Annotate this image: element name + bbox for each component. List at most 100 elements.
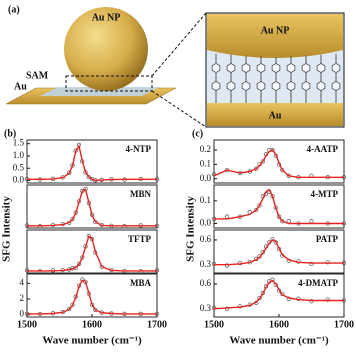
annotation: MBN [130, 189, 151, 199]
data-point [67, 306, 72, 312]
benzene-ring [301, 81, 311, 91]
x-tick-label: 1700 [147, 319, 167, 330]
benzene-ring [316, 63, 326, 73]
x-tick-label: 1500 [17, 319, 37, 330]
data-point [70, 216, 75, 222]
data-point [70, 302, 75, 308]
x-tick-label: 1500 [204, 319, 224, 330]
y-tick-label: 0.3 [200, 259, 212, 269]
data-point [224, 306, 230, 311]
fit-line [214, 239, 344, 266]
data-point [280, 291, 285, 296]
benzene-ring [316, 81, 326, 91]
au-nanoparticle [64, 7, 148, 91]
illustration: (a) Au NP Au SAM Au NP Au [5, 4, 345, 128]
data-point [257, 254, 262, 259]
plot-frame [26, 184, 158, 229]
fit-line [27, 144, 157, 182]
label: SAM [26, 70, 49, 81]
y-tick-label: 0.5 [13, 162, 25, 172]
fit-line [27, 279, 157, 315]
benzene-ring [271, 63, 281, 73]
y-tick-label: 2 [20, 293, 25, 303]
annotation: TFTP [128, 234, 152, 244]
data-point [93, 307, 98, 312]
zoom-line [151, 12, 207, 77]
y-tick-label: 0.1 [200, 195, 211, 205]
annotation: PATP [316, 234, 339, 244]
benzene-ring [256, 63, 266, 73]
data-point [309, 261, 314, 267]
annotation: 4-MTP [311, 189, 339, 199]
label: Au NP [92, 12, 121, 23]
data-point [224, 263, 230, 268]
x-tick-label: 1600 [82, 319, 102, 330]
plot-frame [26, 229, 158, 274]
data-point [254, 207, 259, 213]
benzene-ring [331, 63, 341, 73]
y-tick-label: 0.0 [13, 175, 25, 185]
label: Au NP [261, 25, 290, 36]
data-point [76, 261, 82, 267]
data-point [309, 299, 314, 304]
benzene-ring [241, 63, 251, 73]
y-tick-label: 0.6 [200, 234, 212, 244]
x-tick-label: 1600 [269, 319, 289, 330]
zoom-region [65, 75, 153, 92]
molecules [211, 53, 341, 103]
benzene-ring [301, 63, 311, 73]
y-tick-label: 0.3 [200, 303, 212, 313]
data-point [211, 261, 217, 267]
benzene-ring [286, 63, 296, 73]
fit-line [27, 188, 157, 227]
plot-frame [213, 139, 345, 184]
annotation: MBA [130, 278, 151, 288]
label: Au [14, 81, 27, 92]
data-point [309, 219, 314, 224]
benzene-ring [241, 81, 251, 91]
plot-frame [213, 229, 345, 274]
y-tick-label: 1.0 [13, 150, 25, 160]
data-point [280, 167, 285, 173]
data-point [273, 240, 278, 245]
plot-frame [213, 184, 345, 229]
x-axis-label: Wave number (cm⁻¹) [229, 335, 329, 347]
data-point [254, 166, 259, 171]
x-tick-label: 1700 [334, 319, 354, 330]
y-tick-label: 1.5 [13, 138, 25, 148]
data-point [257, 203, 262, 208]
data-point [325, 297, 330, 302]
benzene-ring [286, 81, 296, 91]
data-point [86, 174, 91, 180]
y-tick-label: 0.0 [200, 173, 212, 183]
benzene-ring [226, 81, 236, 91]
panel-label: (b) [4, 128, 16, 139]
x-axis-label: Wave number (cm⁻¹) [42, 335, 142, 347]
panel-label: (c) [192, 128, 203, 139]
y-axis-label: SFG Intensity [1, 196, 13, 262]
annotation: 4-DMATP [298, 278, 338, 288]
benzene-ring [211, 63, 221, 73]
y-tick-label: 0.2 [200, 144, 211, 154]
y-tick-label: 0.0 [200, 218, 212, 228]
benzene-ring [271, 81, 281, 91]
y-tick-label: 0.6 [200, 278, 212, 288]
fit-line [214, 188, 344, 225]
data-point [270, 147, 275, 153]
benzene-ring [331, 81, 341, 91]
y-tick-label: 0.1 [200, 158, 211, 168]
fit-line [27, 235, 157, 272]
data-point [260, 159, 265, 164]
data-point [67, 170, 72, 175]
data-point [325, 260, 330, 265]
annotation: 4-NTP [126, 144, 152, 154]
plot-frame [26, 139, 158, 184]
y-tick-label: 0 [20, 309, 25, 319]
benzene-ring [211, 81, 221, 91]
benzene-ring [256, 81, 266, 91]
panel-label: (a) [8, 4, 20, 15]
zoom-au-substrate [207, 103, 343, 126]
annotation: 4-AATP [307, 144, 339, 154]
fit-line [213, 279, 344, 310]
